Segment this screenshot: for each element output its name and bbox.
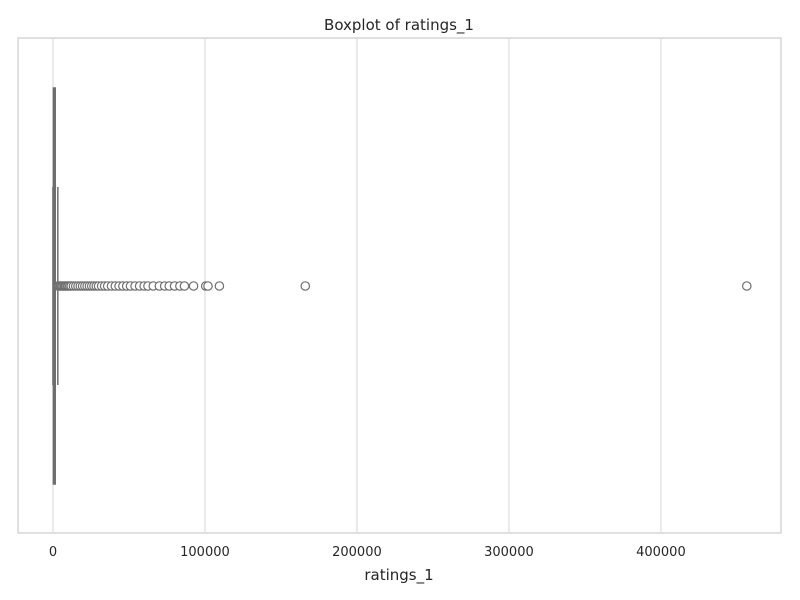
outlier-points xyxy=(53,281,752,291)
outlier-point xyxy=(300,281,311,291)
outlier-point xyxy=(742,281,752,291)
outlier-point xyxy=(188,281,199,291)
outlier-point xyxy=(179,281,190,291)
x-tick-label: 100000 xyxy=(180,545,230,560)
x-tick-label: 0 xyxy=(49,545,57,560)
x-tick-labels: 0 100000 200000 300000 400000 xyxy=(49,545,686,560)
x-tick-label: 200000 xyxy=(332,545,382,560)
x-tick-label: 300000 xyxy=(484,545,534,560)
x-tick-label: 400000 xyxy=(636,545,686,560)
chart-title: Boxplot of ratings_1 xyxy=(324,16,474,35)
plot-frame xyxy=(17,37,782,534)
outlier-point xyxy=(203,281,213,291)
x-axis-label: ratings_1 xyxy=(364,566,433,585)
outlier-point xyxy=(214,281,225,291)
